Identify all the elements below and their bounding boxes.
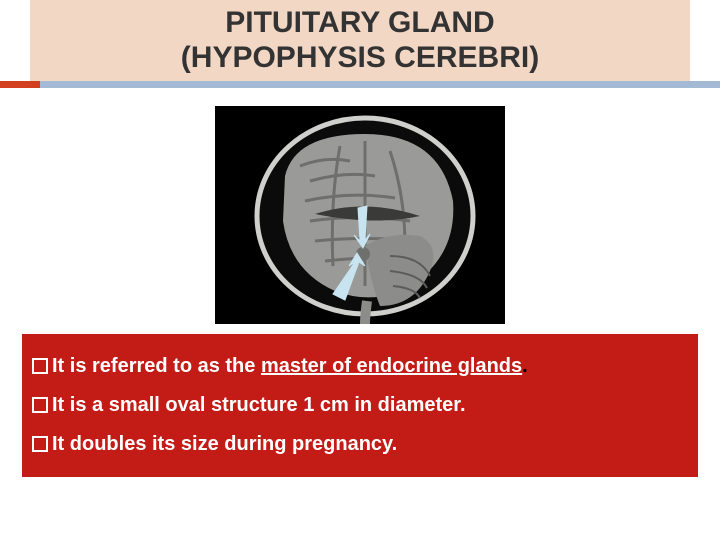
accent-line (0, 81, 720, 88)
fact-row: It doubles its size during pregnancy. (32, 432, 688, 457)
fact-emph: master of endocrine glands (261, 355, 522, 377)
title-line1: PITUITARY GLAND (225, 6, 494, 39)
bullet-square-icon (32, 436, 48, 452)
fact-post: . (522, 355, 528, 377)
slide-title: PITUITARY GLAND (HYPOPHYSIS CEREBRI) (30, 6, 690, 75)
fact-text: It doubles its size during pregnancy. (52, 432, 397, 457)
facts-box: It is referred to as the master of endoc… (22, 334, 698, 477)
fact-pre: It doubles its size during pregnancy. (52, 433, 397, 455)
fact-text: It is a small oval structure 1 cm in dia… (52, 393, 466, 418)
accent-left (0, 81, 40, 88)
bullet-square-icon (32, 358, 48, 374)
accent-right (40, 81, 720, 88)
image-area (0, 106, 720, 324)
bullet-square-icon (32, 397, 48, 413)
fact-row: It is referred to as the master of endoc… (32, 354, 688, 379)
fact-pre: It is referred to as the (52, 355, 261, 377)
fact-pre: It is a small oval structure 1 cm in dia… (52, 394, 466, 416)
slide-title-bar: PITUITARY GLAND (HYPOPHYSIS CEREBRI) (30, 0, 690, 81)
fact-text: It is referred to as the master of endoc… (52, 354, 528, 379)
title-line2: (HYPOPHYSIS CEREBRI) (181, 41, 539, 74)
fact-row: It is a small oval structure 1 cm in dia… (32, 393, 688, 418)
brain-mri-image (215, 106, 505, 324)
